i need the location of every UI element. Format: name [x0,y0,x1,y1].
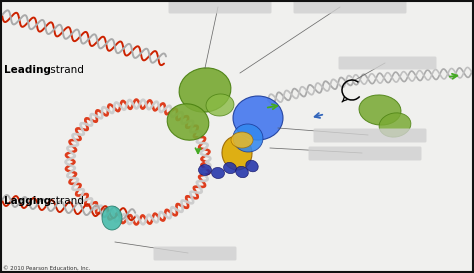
Ellipse shape [231,132,253,148]
Ellipse shape [233,124,263,152]
FancyBboxPatch shape [168,1,272,13]
Ellipse shape [199,165,211,176]
Ellipse shape [179,68,231,112]
Ellipse shape [102,206,122,230]
Ellipse shape [236,166,248,178]
FancyBboxPatch shape [293,1,407,13]
Text: © 2010 Pearson Education, Inc.: © 2010 Pearson Education, Inc. [3,266,91,271]
FancyBboxPatch shape [154,247,237,260]
Ellipse shape [246,160,258,172]
FancyBboxPatch shape [338,57,437,70]
Ellipse shape [359,95,401,125]
Text: Lagging: Lagging [4,196,51,206]
Text: strand: strand [47,65,84,75]
Ellipse shape [206,94,234,116]
Ellipse shape [222,136,252,170]
FancyBboxPatch shape [313,129,427,143]
Ellipse shape [379,113,411,137]
Text: strand: strand [47,196,84,206]
Text: Leading: Leading [4,65,51,75]
Ellipse shape [224,162,237,174]
Ellipse shape [211,167,225,179]
FancyBboxPatch shape [309,147,421,161]
Ellipse shape [233,96,283,140]
Ellipse shape [167,104,209,140]
